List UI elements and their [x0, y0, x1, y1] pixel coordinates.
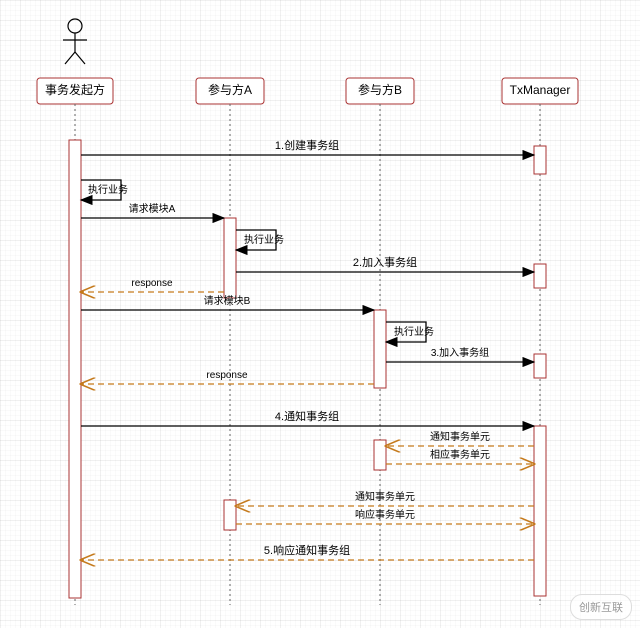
msg-label-n1: 通知事务单元 — [430, 430, 490, 443]
lane-header-pb: 参与方B — [346, 78, 414, 104]
msg-label-4: 4.通知事务组 — [275, 409, 339, 423]
msg-label-r2: 响应事务单元 — [355, 508, 415, 521]
msg-label-reqB: 请求模块B — [204, 294, 251, 307]
msg-label-r1: 相应事务单元 — [430, 448, 490, 461]
activation-pa-2 — [224, 500, 236, 530]
lane-header-initiator: 事务发起方 — [37, 78, 113, 104]
lane-header-pa: 参与方A — [196, 78, 264, 104]
activation-tm-2 — [534, 264, 546, 288]
msg-label-respB: response — [206, 370, 248, 381]
lane-header-tm: TxManager — [502, 78, 578, 104]
actor-icon — [63, 19, 87, 64]
activation-tm-1 — [534, 146, 546, 174]
msg-label-respA: response — [131, 278, 173, 289]
msg-label-3: 3.加入事务组 — [431, 346, 489, 359]
lane-label-initiator: 事务发起方 — [45, 82, 105, 97]
watermark: 创新互联 — [570, 594, 632, 620]
lane-label-tm: TxManager — [510, 83, 571, 97]
lane-label-pb: 参与方B — [358, 82, 402, 97]
watermark-text: 创新互联 — [579, 602, 623, 614]
lane-label-pa: 参与方A — [208, 82, 252, 97]
activation-tm-4 — [534, 426, 546, 596]
msg-label-ex2: 执行业务 — [244, 233, 284, 246]
msg-label-ex3: 执行业务 — [394, 325, 434, 338]
msg-label-n2: 通知事务单元 — [355, 490, 415, 503]
activation-initiator — [69, 140, 81, 598]
msg-label-2: 2.加入事务组 — [353, 255, 417, 269]
activation-pb-1 — [374, 310, 386, 388]
msg-label-1: 1.创建事务组 — [275, 138, 339, 152]
msg-label-ex1: 执行业务 — [88, 183, 128, 196]
activation-pa-1 — [224, 218, 236, 298]
msg-label-5: 5.响应通知事务组 — [264, 543, 350, 557]
activation-pb-2 — [374, 440, 386, 470]
sequence-diagram: 事务发起方 参与方A 参与方B TxManager 1.创建事务组 执行业务 请… — [0, 0, 640, 628]
msg-label-reqA: 请求模块A — [129, 202, 176, 215]
activation-tm-3 — [534, 354, 546, 378]
